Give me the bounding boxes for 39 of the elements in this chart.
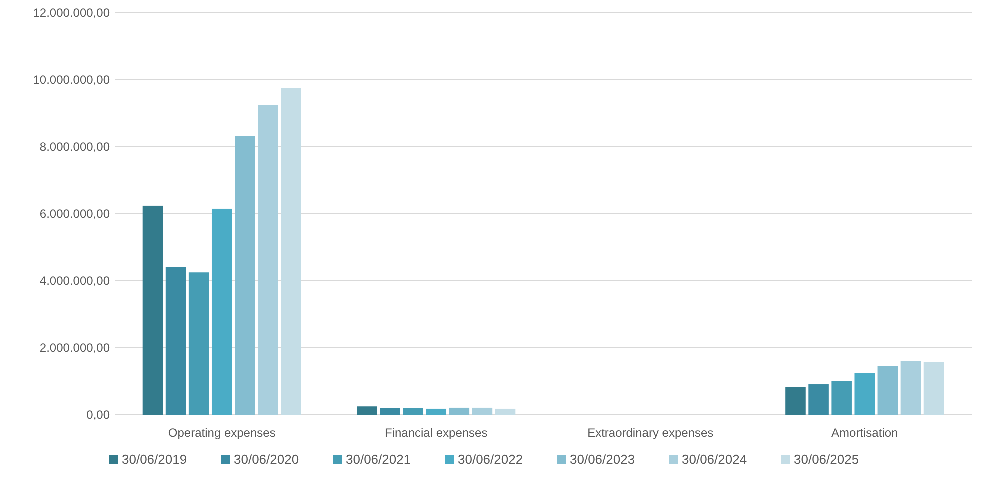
legend-label: 30/06/2020 xyxy=(234,452,300,467)
bar xyxy=(878,366,898,415)
bar xyxy=(449,408,470,415)
y-tick-label: 0,00 xyxy=(86,408,110,422)
bar xyxy=(212,208,232,415)
x-tick-label: Financial expenses xyxy=(385,426,488,440)
bar xyxy=(188,272,210,415)
y-tick-label: 2.000.000,00 xyxy=(40,341,110,356)
y-tick-label: 10.000.000,00 xyxy=(33,73,110,88)
bar xyxy=(142,206,164,415)
bar xyxy=(924,362,944,415)
bar xyxy=(426,408,447,415)
bar xyxy=(403,408,424,415)
bar xyxy=(258,105,278,415)
legend-label: 30/06/2025 xyxy=(794,452,860,467)
bar xyxy=(786,387,806,415)
bar xyxy=(166,267,186,415)
y-tick-label: 4.000.000,00 xyxy=(40,274,110,288)
x-tick-label: Operating expenses xyxy=(168,426,276,440)
legend-label: 30/06/2022 xyxy=(458,452,524,467)
bar xyxy=(832,381,852,415)
x-tick-label: Amortisation xyxy=(832,426,898,440)
legend-label: 30/06/2023 xyxy=(570,452,636,467)
bar xyxy=(357,406,378,415)
bar xyxy=(380,408,400,415)
bar xyxy=(495,408,516,415)
bar xyxy=(235,136,256,415)
y-tick-label: 8.000.000,00 xyxy=(40,140,110,154)
bar xyxy=(808,384,829,415)
bar xyxy=(472,408,493,415)
x-tick-label: Extraordinary expenses xyxy=(588,426,714,440)
bar xyxy=(900,361,922,415)
legend-label: 30/06/2019 xyxy=(122,452,188,467)
bar xyxy=(854,373,876,415)
legend-label: 30/06/2024 xyxy=(682,452,748,467)
y-tick-label: 12.000.000,00 xyxy=(33,6,110,20)
bar xyxy=(281,88,302,415)
y-tick-label: 6.000.000,00 xyxy=(40,207,110,222)
legend-label: 30/06/2021 xyxy=(346,452,412,467)
